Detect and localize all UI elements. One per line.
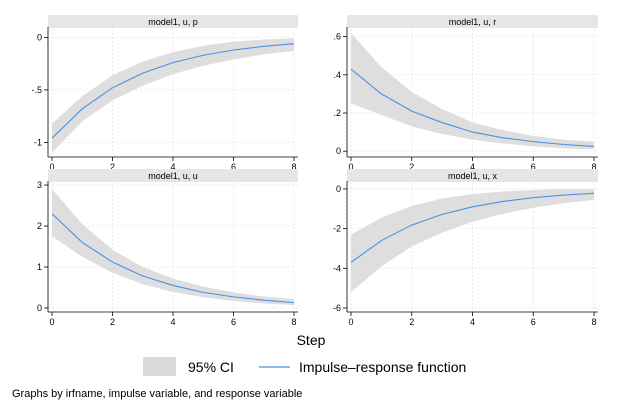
figure-note: Graphs by irfname, impulse variable, and…: [12, 388, 302, 400]
legend-swatch-ci: [143, 357, 176, 376]
y-tick-label: 2: [37, 221, 42, 231]
y-tick-label: 3: [37, 180, 42, 190]
x-tick-label: 6: [231, 317, 236, 327]
panel-title: model1, u, x: [448, 171, 498, 181]
y-tick-label: -1: [34, 137, 42, 147]
x-tick-label: 8: [291, 317, 296, 327]
x-tick-label: 2: [110, 162, 115, 172]
panel-title: model1, u, u: [148, 171, 198, 181]
x-axis-title: Step: [297, 332, 326, 348]
ci-band: [52, 189, 294, 306]
x-tick-label: 2: [409, 317, 414, 327]
x-tick-label: 0: [49, 317, 54, 327]
y-tick-label: 0: [336, 184, 341, 194]
legend-label-ci: 95% CI: [188, 359, 234, 375]
panel-1: model1, u, p 0 -.5 -1 0 2 4 6 8: [31, 15, 298, 172]
y-tick-label: 0: [37, 303, 42, 313]
y-tick-label: -6: [333, 303, 341, 313]
y-tick-label: -.5: [31, 85, 42, 95]
x-tick-label: 2: [409, 162, 414, 172]
ci-band: [52, 38, 294, 153]
y-tick-label: .4: [333, 70, 341, 80]
legend-label-irf: Impulse–response function: [299, 359, 466, 375]
y-tick-label: -2: [333, 224, 341, 234]
panel-4: model1, u, x 0 -2 -4 -6 0 2 4 6 8: [333, 169, 598, 327]
panels-group: model1, u, p 0 -.5 -1 0 2 4 6 8 model1, u, r 0 .2 .4…: [31, 15, 598, 327]
x-tick-label: 8: [591, 317, 596, 327]
y-tick-label: .2: [333, 108, 341, 118]
irf-line: [350, 68, 595, 147]
ci-band: [351, 188, 594, 293]
irf-line: [51, 43, 295, 139]
y-tick-label: 0: [336, 146, 341, 156]
x-tick-label: 0: [49, 162, 54, 172]
x-tick-label: 0: [348, 162, 353, 172]
irf-line: [51, 213, 295, 304]
x-tick-label: 8: [591, 162, 596, 172]
y-tick-label: -4: [333, 263, 341, 273]
x-tick-label: 6: [531, 162, 536, 172]
x-tick-label: 4: [170, 317, 175, 327]
x-tick-label: 8: [291, 162, 296, 172]
y-tick-label: .6: [333, 32, 341, 42]
x-tick-label: 6: [231, 162, 236, 172]
panel-title-strip: [347, 15, 598, 28]
x-tick-label: 0: [348, 317, 353, 327]
x-tick-label: 4: [470, 317, 475, 327]
panel-title-strip: [48, 169, 298, 182]
legend: 95% CI Impulse–response function: [143, 357, 466, 376]
panel-title: model1, u, r: [449, 17, 497, 27]
panel-title-strip: [48, 15, 298, 28]
y-tick-label: 0: [37, 32, 42, 42]
panel-3: model1, u, u 0 1 2 3 0 2 4 6 8: [37, 169, 298, 327]
y-tick-label: 1: [37, 262, 42, 272]
x-tick-label: 2: [110, 317, 115, 327]
panel-2: model1, u, r 0 .2 .4 .6 0 2 4 6 8: [333, 15, 598, 172]
x-tick-label: 4: [170, 162, 175, 172]
irf-line: [350, 192, 595, 263]
panel-title-strip: [347, 169, 598, 182]
panel-title: model1, u, p: [148, 17, 198, 27]
ci-band: [351, 32, 594, 150]
x-tick-label: 6: [531, 317, 536, 327]
x-tick-label: 4: [470, 162, 475, 172]
